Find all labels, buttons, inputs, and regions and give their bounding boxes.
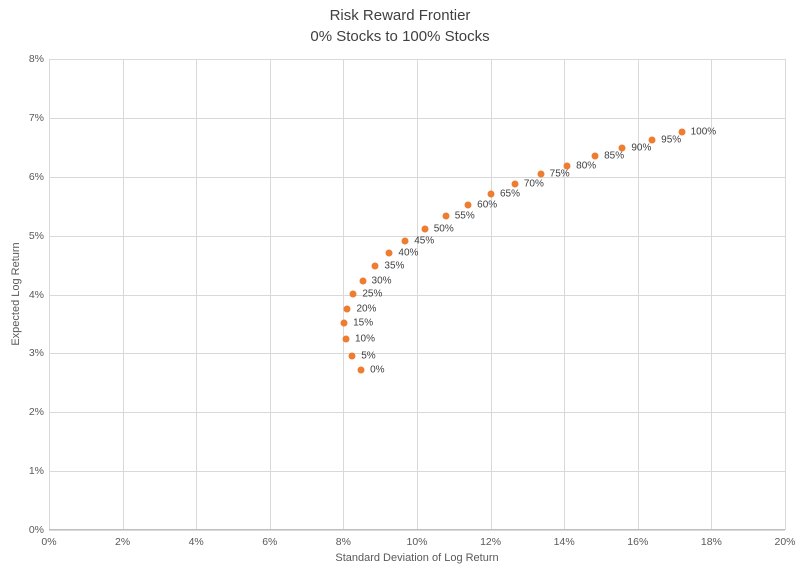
- x-tick-label: 12%: [480, 536, 502, 548]
- data-point: [563, 162, 571, 170]
- x-tick-label: 18%: [700, 536, 722, 548]
- data-point: [342, 335, 350, 343]
- data-point-label: 100%: [690, 126, 717, 138]
- data-point-label: 80%: [576, 160, 597, 172]
- horizontal-gridline: [49, 235, 785, 237]
- data-point: [442, 212, 450, 220]
- data-point-label: 60%: [477, 199, 498, 211]
- x-tick-label: 6%: [262, 536, 278, 548]
- data-point: [421, 225, 429, 233]
- data-point-label: 85%: [604, 150, 625, 162]
- data-point-label: 40%: [398, 247, 419, 259]
- data-point-label: 5%: [361, 350, 376, 362]
- horizontal-gridline: [49, 294, 785, 296]
- plot-area: 0% 5% 10% 15% 20% 25% 30% 35% 40% 45% 50% 55% 60% 65%…: [49, 59, 786, 531]
- y-tick-label: 6%: [28, 170, 44, 183]
- x-tick-label: 14%: [553, 536, 575, 548]
- data-point-label: 55%: [454, 210, 475, 222]
- x-tick-label: 2%: [115, 536, 131, 548]
- data-point-label: 65%: [499, 188, 520, 200]
- data-point-label: 90%: [631, 142, 652, 154]
- data-point: [678, 128, 686, 136]
- data-point: [487, 190, 495, 198]
- data-point-label: 25%: [362, 288, 383, 300]
- data-point: [618, 144, 626, 152]
- x-tick-label: 8%: [335, 536, 351, 548]
- data-point: [357, 366, 365, 374]
- data-point-label: 35%: [384, 260, 405, 272]
- chart-title-line1: Risk Reward Frontier: [329, 7, 471, 24]
- vertical-gridline: [785, 59, 786, 530]
- data-point: [648, 136, 656, 144]
- data-point: [591, 152, 599, 160]
- data-point-label: 50%: [433, 223, 454, 235]
- y-tick-label: 3%: [28, 347, 44, 360]
- y-tick-label: 2%: [28, 406, 44, 419]
- horizontal-gridline: [49, 117, 785, 119]
- y-tick-label: 0%: [28, 524, 44, 536]
- horizontal-gridline: [49, 412, 785, 414]
- horizontal-gridline: [49, 471, 785, 473]
- x-axis-line: [49, 529, 785, 530]
- chart-title-line2: 0% Stocks to 100% Stocks: [310, 28, 490, 45]
- chart-title: Risk Reward Frontier 0% Stocks to 100% S…: [0, 5, 800, 47]
- x-tick-label: 16%: [627, 536, 649, 548]
- x-tick-label: 0%: [41, 536, 57, 548]
- data-point: [359, 277, 367, 285]
- data-point-label: 95%: [661, 134, 682, 146]
- x-tick-label: 10%: [406, 536, 428, 548]
- y-tick-label: 7%: [28, 111, 44, 124]
- y-tick-label: 1%: [28, 465, 44, 478]
- data-point: [537, 170, 545, 178]
- data-point-label: 45%: [414, 235, 435, 247]
- x-tick-label: 20%: [774, 536, 796, 548]
- data-point-label: 20%: [356, 303, 377, 315]
- horizontal-gridline: [49, 530, 785, 531]
- data-point: [343, 305, 351, 313]
- y-tick-label: 5%: [28, 229, 44, 242]
- data-point: [385, 249, 393, 257]
- data-point: [371, 262, 379, 270]
- x-tick-label: 4%: [188, 536, 204, 548]
- data-point: [340, 319, 348, 327]
- data-point-label: 15%: [353, 317, 374, 329]
- data-point: [464, 201, 472, 209]
- data-point: [401, 237, 409, 245]
- horizontal-gridline: [49, 59, 785, 60]
- data-point: [511, 180, 519, 188]
- data-point-label: 10%: [354, 333, 375, 345]
- data-point: [349, 290, 357, 298]
- y-tick-label: 4%: [28, 288, 44, 301]
- horizontal-gridline: [49, 176, 785, 178]
- data-point-label: 75%: [549, 168, 570, 180]
- data-point-label: 30%: [371, 275, 392, 287]
- y-tick-label: 8%: [28, 53, 44, 65]
- data-point-label: 70%: [523, 178, 544, 190]
- data-point-label: 0%: [370, 364, 385, 376]
- horizontal-gridline: [49, 353, 785, 355]
- x-axis-title: Standard Deviation of Log Return: [335, 552, 499, 564]
- data-point: [348, 352, 356, 360]
